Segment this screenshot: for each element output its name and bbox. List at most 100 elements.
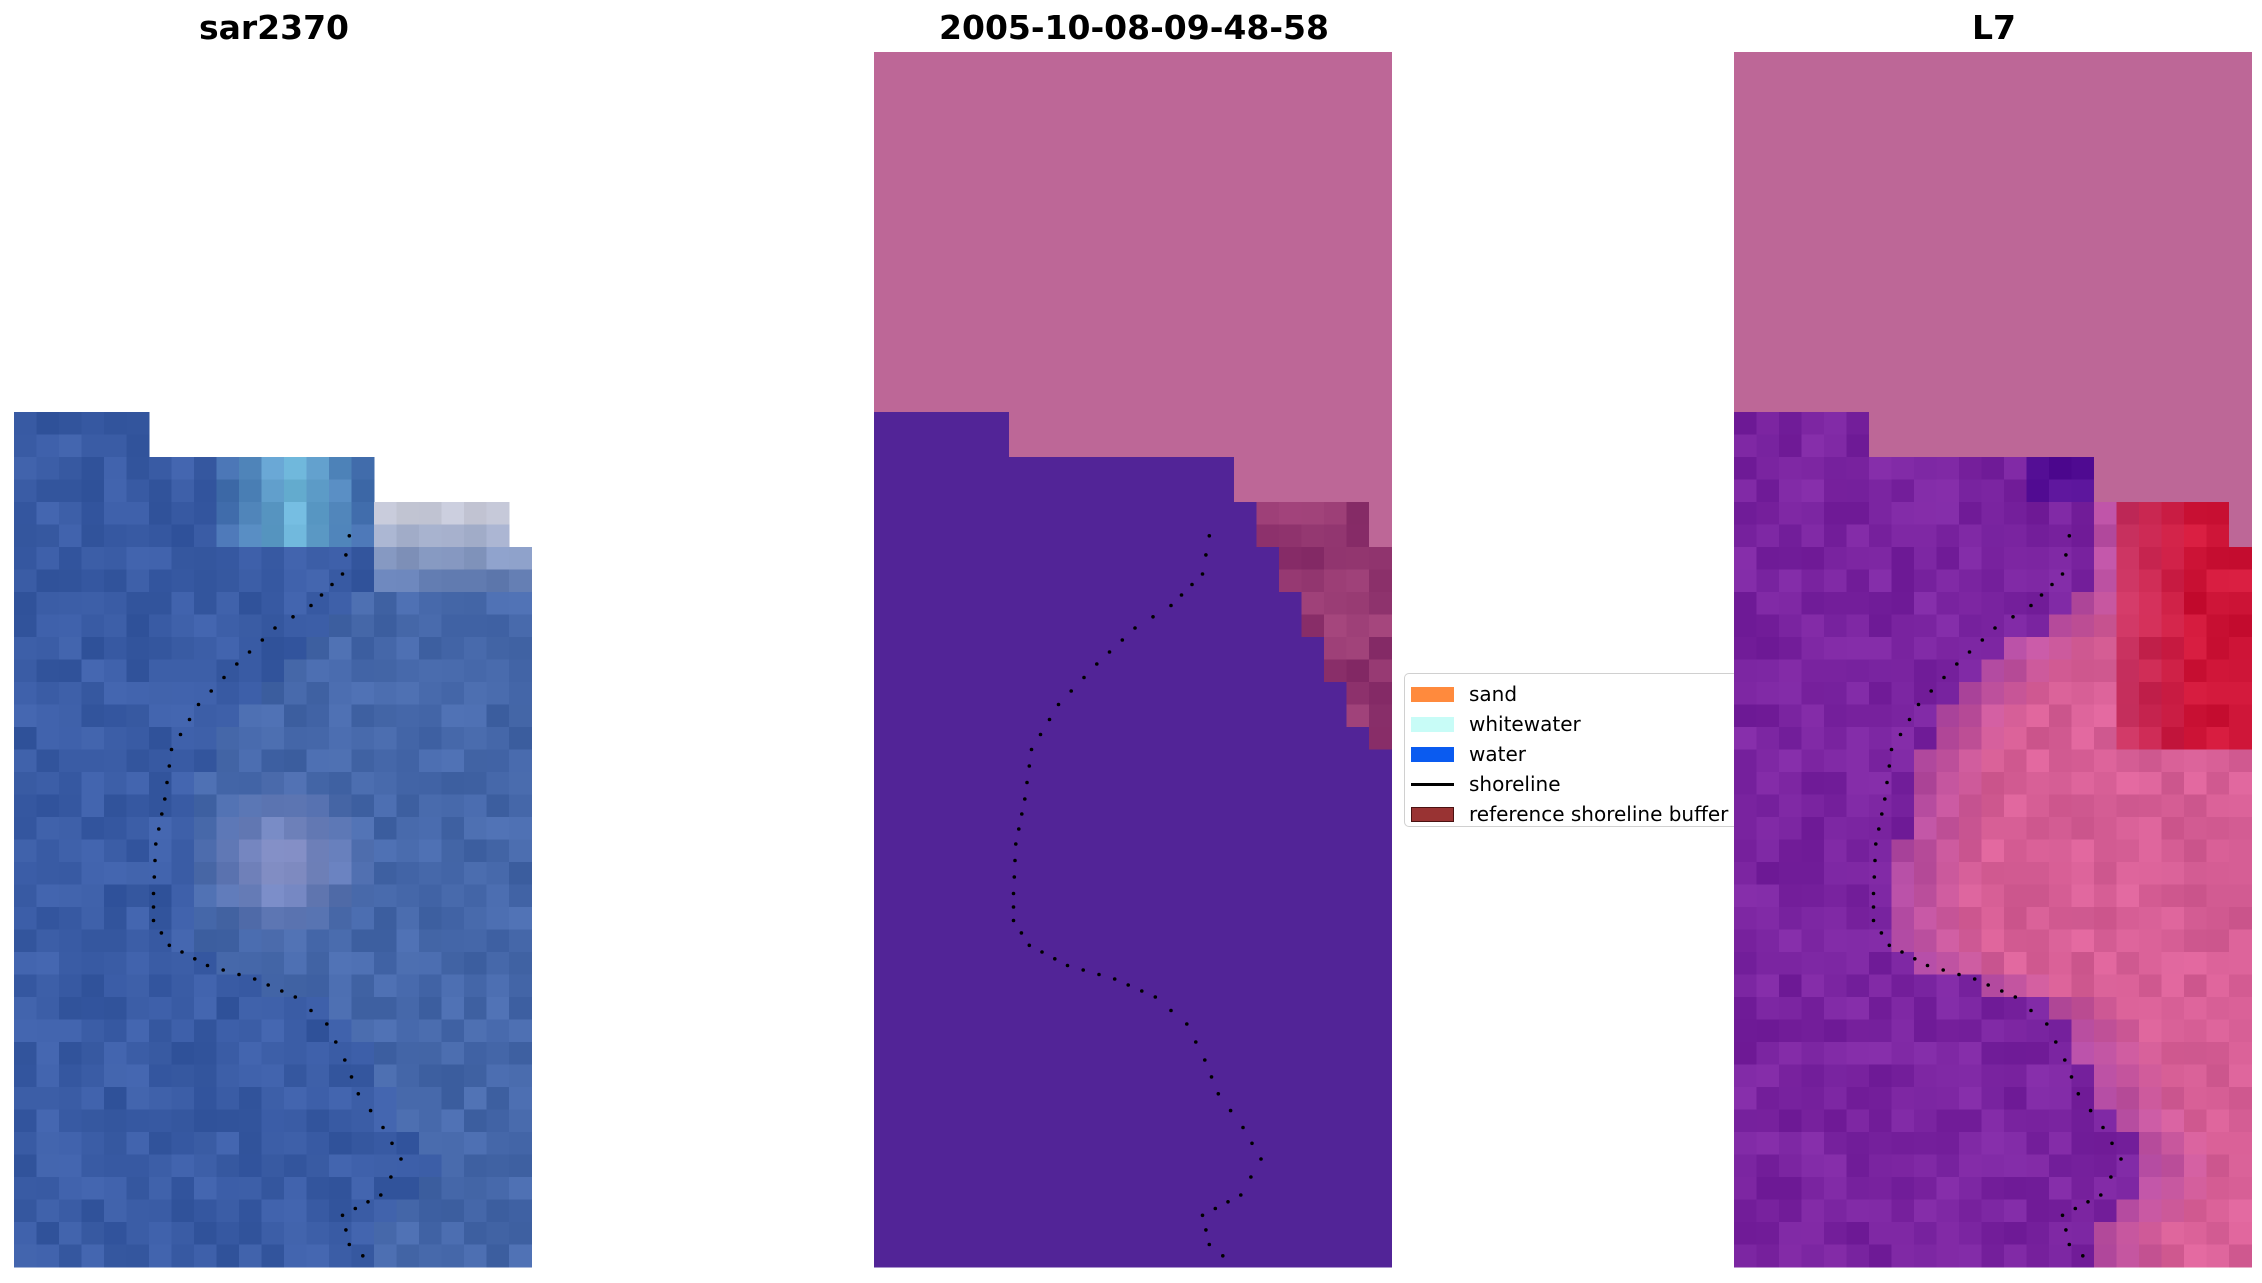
ndwi-pixel (2049, 614, 2072, 638)
rgb-pixel (464, 794, 487, 818)
classified-pixel (1166, 614, 1190, 638)
rgb-pixel (239, 884, 262, 908)
ndwi-pixel (2139, 232, 2162, 255)
ndwi-pixel (2229, 74, 2252, 98)
ndwi-pixel (1959, 1064, 1982, 1088)
classified-pixel (1279, 119, 1302, 143)
shoreline-point (353, 1206, 358, 1211)
ndwi-pixel (1959, 367, 1982, 390)
ndwi-pixel (1869, 547, 1892, 570)
rgb-pixel (306, 907, 330, 930)
ndwi-pixel (1936, 232, 1960, 255)
ndwi-pixel (1801, 929, 1825, 953)
classified-pixel (1301, 1064, 1325, 1088)
ndwi-pixel (1779, 434, 1802, 458)
rgb-pixel (36, 794, 60, 818)
classified-pixel (1099, 524, 1122, 548)
ndwi-pixel (1756, 97, 1780, 120)
rgb-pixel (464, 1154, 487, 1178)
ndwi-pixel (2116, 1109, 2140, 1133)
ndwi-pixel (1959, 794, 1982, 818)
classified-pixel (1144, 704, 1167, 728)
rgb-pixel (171, 1177, 195, 1200)
rgb-pixel (374, 1087, 397, 1110)
ndwi-pixel (2161, 704, 2185, 728)
ndwi-pixel (2184, 682, 2207, 705)
ndwi-pixel (2139, 254, 2162, 278)
classified-pixel (1324, 862, 1347, 885)
shoreline-point (1907, 717, 1912, 722)
ndwi-pixel (1734, 884, 1757, 908)
classified-pixel (1121, 637, 1145, 660)
rgb-pixel (216, 457, 240, 480)
ndwi-pixel (2026, 1177, 2050, 1200)
classified-pixel (941, 1154, 965, 1178)
classified-pixel (1031, 614, 1055, 638)
classified-pixel (1166, 1154, 1190, 1178)
ndwi-pixel (1869, 1132, 1892, 1155)
ndwi-pixel (1914, 254, 1937, 278)
classified-pixel (1054, 952, 1077, 975)
classified-pixel (919, 434, 942, 458)
rgb-pixel (14, 1222, 37, 1245)
rgb-pixel (239, 479, 262, 503)
classified-pixel (896, 772, 920, 795)
ndwi-pixel (1801, 412, 1825, 435)
classified-pixel (986, 727, 1010, 750)
rgb-pixel (126, 592, 150, 615)
rgb-pixel (284, 749, 307, 773)
ndwi-pixel (2139, 434, 2162, 458)
classified-pixel (1031, 1042, 1055, 1065)
classified-pixel (1189, 389, 1212, 413)
ndwi-pixel (2139, 817, 2162, 840)
classified-pixel (919, 952, 942, 975)
classified-pixel (1301, 299, 1325, 323)
ndwi-pixel (1869, 164, 1892, 188)
classified-pixel (1369, 74, 1392, 98)
classified-pixel (1144, 1019, 1167, 1043)
rgb-pixel (239, 1109, 262, 1133)
ndwi-pixel (2161, 659, 2185, 683)
ndwi-pixel (2229, 637, 2252, 660)
classified-pixel (1099, 749, 1122, 773)
rgb-pixel (261, 1154, 285, 1178)
classified-pixel (1054, 232, 1077, 255)
rgb-pixel (419, 614, 442, 638)
ndwi-pixel (2094, 1154, 2117, 1178)
rgb-pixel (441, 682, 465, 705)
ndwi-pixel (2004, 1154, 2027, 1178)
classified-pixel (1009, 299, 1032, 323)
classified-pixel (1031, 479, 1055, 503)
rgb-pixel (216, 682, 240, 705)
ndwi-pixel (2161, 1199, 2185, 1223)
classified-pixel (1211, 119, 1235, 143)
classified-pixel (1301, 1199, 1325, 1223)
ndwi-pixel (2229, 817, 2252, 840)
ndwi-pixel (1734, 1087, 1757, 1110)
classified-pixel (941, 1244, 965, 1268)
rgb-pixel (216, 884, 240, 908)
rgb-pixel (396, 1109, 420, 1133)
ndwi-pixel (1756, 367, 1780, 390)
classified-pixel (1054, 457, 1077, 480)
classified-pixel (1369, 1177, 1392, 1200)
ndwi-pixel (2071, 1154, 2095, 1178)
rgb-pixel (81, 997, 105, 1020)
classified-pixel (1166, 772, 1190, 795)
classified-pixel (1031, 119, 1055, 143)
classified-pixel (919, 1154, 942, 1178)
classified-pixel (919, 344, 942, 368)
classified-pixel (1166, 209, 1190, 233)
ndwi-pixel (1824, 952, 1847, 975)
classified-pixel (1234, 1199, 1257, 1223)
classified-pixel (964, 1177, 987, 1200)
rgb-pixel (374, 907, 397, 930)
classified-pixel (1189, 254, 1212, 278)
ndwi-pixel (2004, 952, 2027, 975)
ndwi-pixel (1779, 1222, 1802, 1245)
classified-pixel (1076, 457, 1100, 480)
ndwi-pixel (1801, 524, 1825, 548)
rgb-pixel (351, 817, 375, 840)
classified-pixel (1166, 1019, 1190, 1043)
ndwi-pixel (2049, 839, 2072, 863)
